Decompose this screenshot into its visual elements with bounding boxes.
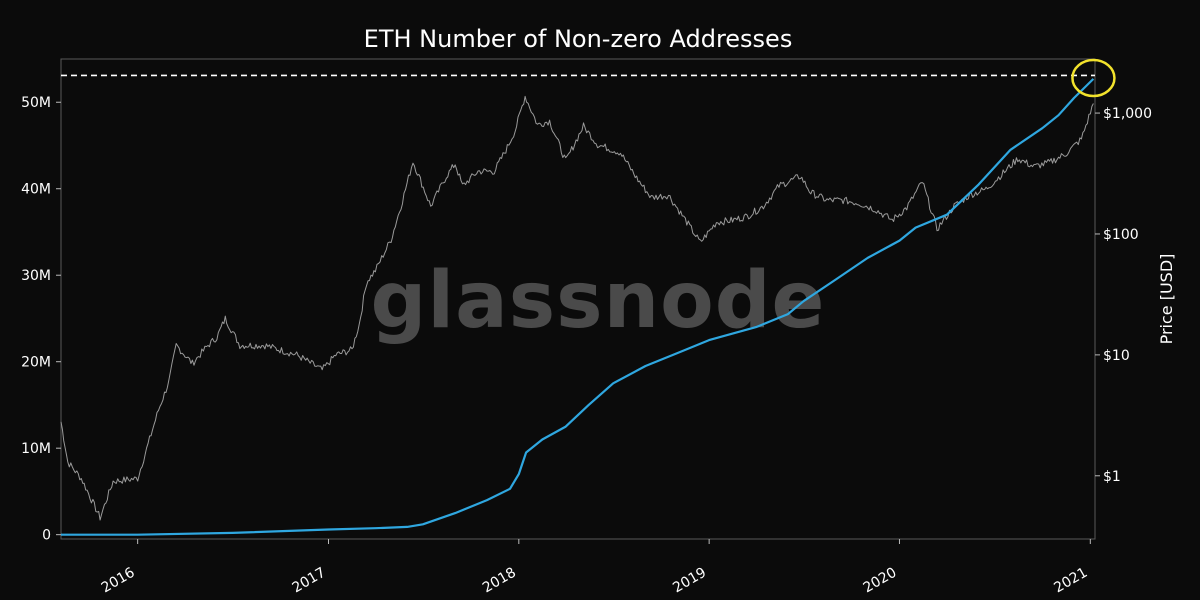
left-tick-label: 40M	[21, 182, 51, 198]
left-tick-label: 50M	[21, 95, 51, 111]
left-tick-label: 30M	[21, 268, 51, 284]
watermark: glassnode	[371, 256, 826, 346]
left-tick-label: 0	[42, 528, 51, 544]
addresses-series-line	[61, 78, 1095, 536]
series-layer	[60, 78, 1095, 536]
chart-title: ETH Number of Non-zero Addresses	[364, 25, 793, 53]
right-tick-label: $100	[1103, 227, 1139, 243]
highlight-circle	[1071, 58, 1116, 98]
right-tick-label: $1,000	[1103, 106, 1152, 122]
plot-frame	[60, 58, 1096, 540]
right-axis: $1 $10 $100 $1,000	[1095, 106, 1152, 485]
right-tick-label: $10	[1103, 348, 1130, 364]
right-tick-label: $1	[1103, 469, 1121, 485]
right-axis-label: Price [USD]	[1157, 254, 1176, 345]
annotation-layer	[61, 58, 1116, 98]
left-tick-label: 20M	[21, 355, 51, 371]
left-tick-label: 10M	[21, 441, 51, 457]
price-series-line	[60, 95, 1094, 521]
left-axis: 0 10M 20M 30M 40M 50M	[21, 95, 61, 544]
